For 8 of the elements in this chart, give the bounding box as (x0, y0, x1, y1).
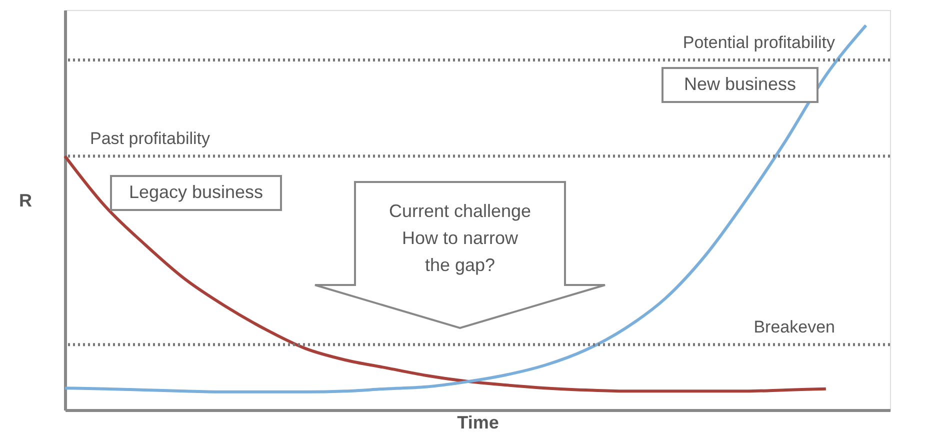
x-axis-title: Time (457, 412, 499, 432)
ref-line-label: Potential profitability (682, 33, 836, 52)
ref-line-label: Past profitability (90, 129, 210, 148)
annotation: Current challenge How to narrow the gap? (388, 201, 532, 275)
ref-line-label: Breakeven (754, 318, 835, 337)
series-label: Legacy business (128, 182, 264, 202)
y-axis-title: R (19, 190, 32, 210)
series-label: New business (684, 74, 796, 94)
